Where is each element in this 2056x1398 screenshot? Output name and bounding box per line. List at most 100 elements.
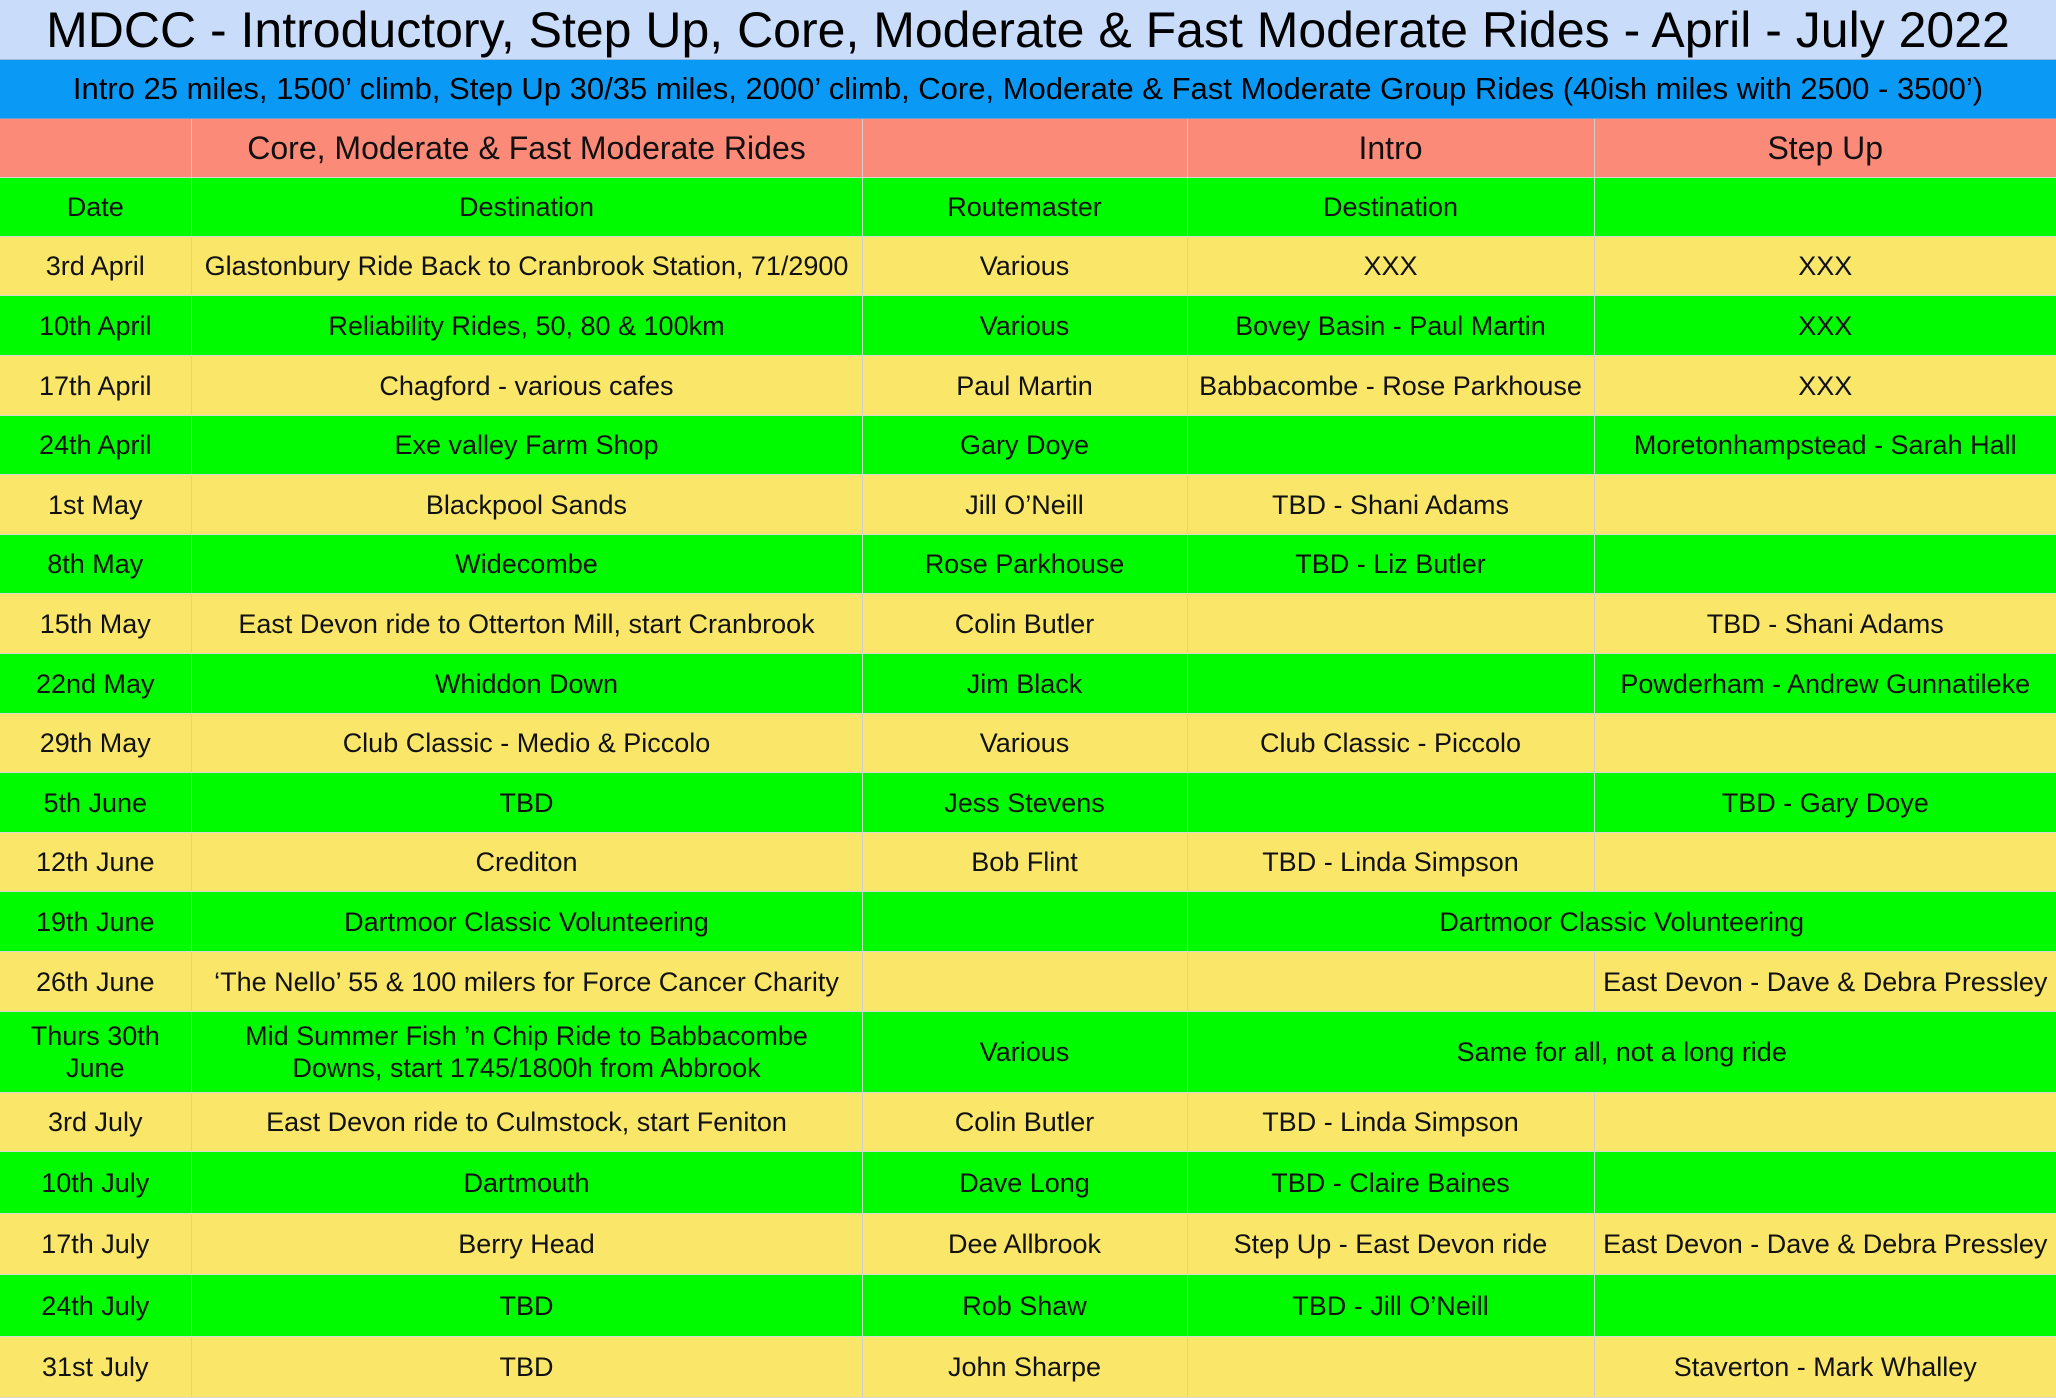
cell-intro-step-up-merged: Same for all, not a long ride bbox=[1187, 1011, 2056, 1093]
cell-destination: Mid Summer Fish ’n Chip Ride to Babbacom… bbox=[191, 1011, 863, 1093]
cell-intro bbox=[1187, 653, 1595, 714]
table-row: 17th July Berry Head Dee Allbrook Step U… bbox=[0, 1213, 2056, 1275]
cell-destination: Exe valley Farm Shop bbox=[191, 415, 863, 475]
cell-routemaster: Jim Black bbox=[862, 653, 1188, 714]
table-row: 24th July TBD Rob Shaw TBD - Jill O’Neil… bbox=[0, 1274, 2056, 1337]
cell-intro: TBD - Liz Butler bbox=[1187, 534, 1595, 594]
cell-destination: Whiddon Down bbox=[191, 653, 863, 714]
cell-step-up: TBD - Shani Adams bbox=[1594, 593, 2056, 654]
cell-destination: ‘The Nello’ 55 & 100 milers for Force Ca… bbox=[191, 951, 863, 1012]
table-row: 26th June ‘The Nello’ 55 & 100 milers fo… bbox=[0, 951, 2056, 1012]
cell-intro: Step Up - East Devon ride bbox=[1187, 1213, 1595, 1275]
cell-date: 15th May bbox=[0, 593, 192, 654]
cell-intro bbox=[1187, 593, 1595, 654]
section-header-core: Core, Moderate & Fast Moderate Rides bbox=[191, 119, 863, 178]
cell-date: 12th June bbox=[0, 832, 192, 892]
cell-step-up: East Devon - Dave & Debra Pressley bbox=[1594, 951, 2056, 1012]
cell-step-up bbox=[1594, 474, 2056, 535]
cell-step-up: Staverton - Mark Whalley bbox=[1594, 1336, 2056, 1398]
cell-date: 3rd April bbox=[0, 236, 192, 296]
cell-date: 5th June bbox=[0, 772, 192, 833]
column-header-routemaster: Routemaster bbox=[862, 177, 1188, 237]
cell-date: 24th April bbox=[0, 415, 192, 475]
table-row: 29th May Club Classic - Medio & Piccolo … bbox=[0, 713, 2056, 773]
cell-destination: Dartmoor Classic Volunteering bbox=[191, 891, 863, 952]
page-subtitle: Intro 25 miles, 1500’ climb, Step Up 30/… bbox=[0, 60, 2056, 119]
cell-step-up: TBD - Gary Doye bbox=[1594, 772, 2056, 833]
table-row: 22nd May Whiddon Down Jim Black Powderha… bbox=[0, 653, 2056, 714]
cell-date: 1st May bbox=[0, 474, 192, 535]
cell-date: 22nd May bbox=[0, 653, 192, 714]
table-row: 17th April Chagford - various cafes Paul… bbox=[0, 355, 2056, 416]
cell-routemaster: Colin Butler bbox=[862, 593, 1188, 654]
cell-destination: TBD bbox=[191, 1336, 863, 1398]
cell-intro bbox=[1187, 772, 1595, 833]
cell-date: 10th April bbox=[0, 295, 192, 356]
cell-destination: TBD bbox=[191, 1274, 863, 1337]
cell-destination: Crediton bbox=[191, 832, 863, 892]
cell-step-up bbox=[1594, 534, 2056, 594]
cell-step-up: Moretonhampstead - Sarah Hall bbox=[1594, 415, 2056, 475]
cell-intro: TBD - Jill O’Neill bbox=[1187, 1274, 1595, 1337]
cell-date: 8th May bbox=[0, 534, 192, 594]
cell-intro: Babbacombe - Rose Parkhouse bbox=[1187, 355, 1595, 416]
cell-step-up bbox=[1594, 1151, 2056, 1214]
cell-date: 17th April bbox=[0, 355, 192, 416]
cell-destination: East Devon ride to Culmstock, start Feni… bbox=[191, 1092, 863, 1152]
cell-routemaster: Dave Long bbox=[862, 1151, 1188, 1214]
cell-destination: Chagford - various cafes bbox=[191, 355, 863, 416]
cell-routemaster: Various bbox=[862, 236, 1188, 296]
table-row: 10th April Reliability Rides, 50, 80 & 1… bbox=[0, 295, 2056, 356]
cell-routemaster: Rob Shaw bbox=[862, 1274, 1188, 1337]
cell-step-up: XXX bbox=[1594, 236, 2056, 296]
cell-routemaster: Jess Stevens bbox=[862, 772, 1188, 833]
table-row: 10th July Dartmouth Dave Long TBD - Clai… bbox=[0, 1151, 2056, 1214]
cell-routemaster: Bob Flint bbox=[862, 832, 1188, 892]
cell-date: 3rd July bbox=[0, 1092, 192, 1152]
cell-date: 29th May bbox=[0, 713, 192, 773]
cell-routemaster: Various bbox=[862, 1011, 1188, 1093]
cell-date: 24th July bbox=[0, 1274, 192, 1337]
column-header-destination: Destination bbox=[191, 177, 863, 237]
section-header-blank bbox=[862, 119, 1188, 178]
cell-routemaster: John Sharpe bbox=[862, 1336, 1188, 1398]
cell-destination: Blackpool Sands bbox=[191, 474, 863, 535]
cell-destination: TBD bbox=[191, 772, 863, 833]
column-header-row: Date Destination Routemaster Destination bbox=[0, 177, 2056, 237]
column-header-intro-destination: Destination bbox=[1187, 177, 1595, 237]
cell-destination: Glastonbury Ride Back to Cranbrook Stati… bbox=[191, 236, 863, 296]
cell-routemaster: Various bbox=[862, 713, 1188, 773]
page-title: MDCC - Introductory, Step Up, Core, Mode… bbox=[0, 0, 2056, 60]
cell-date: 19th June bbox=[0, 891, 192, 952]
cell-intro: TBD - Linda Simpson bbox=[1187, 832, 1595, 892]
cell-step-up: Powderham - Andrew Gunnatileke bbox=[1594, 653, 2056, 714]
cell-step-up bbox=[1594, 1274, 2056, 1337]
column-header-step-up-blank bbox=[1594, 177, 2056, 237]
cell-destination: Berry Head bbox=[191, 1213, 863, 1275]
cell-intro-step-up-merged: Dartmoor Classic Volunteering bbox=[1187, 891, 2056, 952]
table-row: 12th June Crediton Bob Flint TBD - Linda… bbox=[0, 832, 2056, 892]
cell-intro: TBD - Claire Baines bbox=[1187, 1151, 1595, 1214]
table-row: 15th May East Devon ride to Otterton Mil… bbox=[0, 593, 2056, 654]
cell-routemaster: Rose Parkhouse bbox=[862, 534, 1188, 594]
cell-routemaster: Various bbox=[862, 295, 1188, 356]
cell-intro bbox=[1187, 415, 1595, 475]
cell-intro: TBD - Shani Adams bbox=[1187, 474, 1595, 535]
cell-date: 17th July bbox=[0, 1213, 192, 1275]
cell-routemaster: Colin Butler bbox=[862, 1092, 1188, 1152]
cell-destination: Club Classic - Medio & Piccolo bbox=[191, 713, 863, 773]
cell-step-up: East Devon - Dave & Debra Pressley bbox=[1594, 1213, 2056, 1275]
table-row: 24th April Exe valley Farm Shop Gary Doy… bbox=[0, 415, 2056, 475]
cell-routemaster bbox=[862, 891, 1188, 952]
cell-step-up bbox=[1594, 1092, 2056, 1152]
cell-destination: Widecombe bbox=[191, 534, 863, 594]
cell-intro: TBD - Linda Simpson bbox=[1187, 1092, 1595, 1152]
table-row: 3rd April Glastonbury Ride Back to Cranb… bbox=[0, 236, 2056, 296]
cell-date: Thurs 30th June bbox=[0, 1011, 192, 1093]
cell-routemaster: Dee Allbrook bbox=[862, 1213, 1188, 1275]
table-row: 31st July TBD John Sharpe Staverton - Ma… bbox=[0, 1336, 2056, 1398]
column-header-date: Date bbox=[0, 177, 192, 237]
table-row: Thurs 30th June Mid Summer Fish ’n Chip … bbox=[0, 1011, 2056, 1093]
table-row: 3rd July East Devon ride to Culmstock, s… bbox=[0, 1092, 2056, 1152]
